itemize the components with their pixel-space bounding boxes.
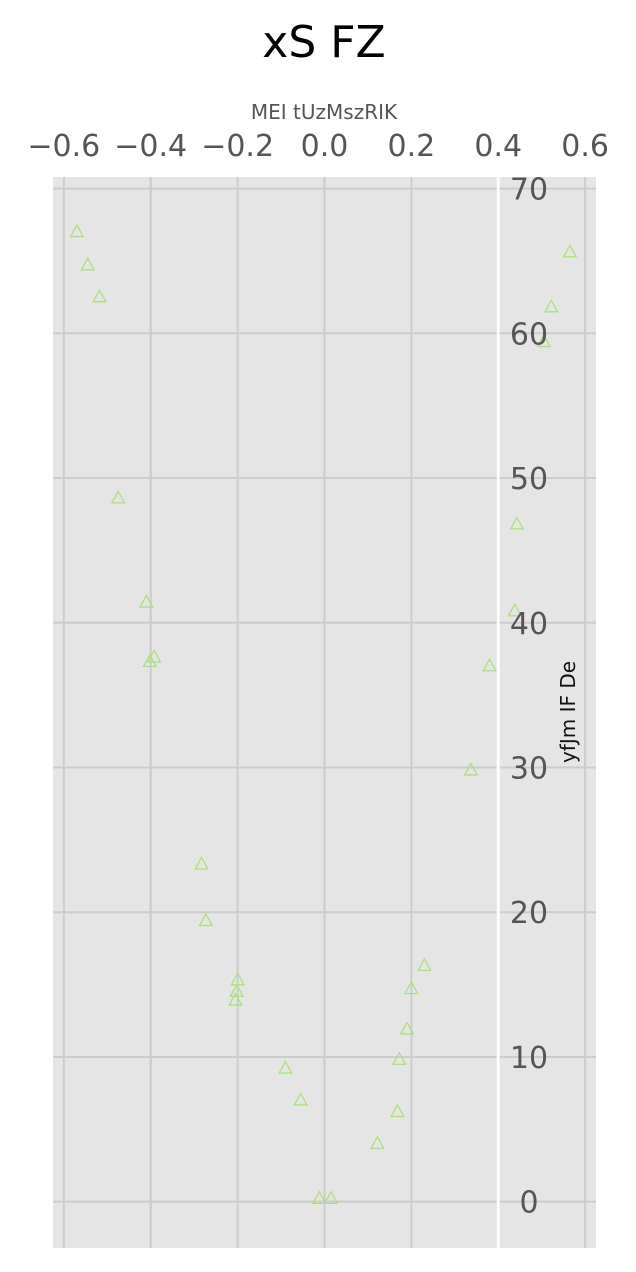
data-point-25	[509, 515, 525, 530]
data-point-22	[463, 762, 479, 776]
data-point-11	[228, 992, 243, 1006]
y-tick-label-6: 60	[510, 317, 548, 352]
grid-lines	[53, 177, 596, 1248]
x-tick-label-0: −0.6	[27, 129, 100, 164]
y-tick-label-1: 10	[510, 1041, 548, 1076]
data-point-1	[80, 256, 96, 271]
data-point-19	[399, 1021, 415, 1035]
x-tick-labels: −0.6 −0.4 −0.2 0.0 0.2 0.4 0.6	[27, 129, 609, 164]
y-tick-label-3: 30	[510, 751, 548, 786]
data-point-28	[562, 243, 578, 258]
y-tick-label-7: 70	[510, 173, 548, 208]
data-point-14	[311, 1190, 327, 1204]
data-point-9	[230, 971, 246, 986]
x-axis-label: MEI tUzMszRIK	[251, 100, 398, 124]
x-tick-label-1: −0.4	[114, 129, 187, 164]
y-tick-label-0: 0	[519, 1186, 538, 1221]
chart-title: xS FZ	[262, 17, 385, 68]
data-point-8	[198, 912, 214, 927]
y-tick-label-2: 20	[510, 896, 548, 931]
data-point-20	[403, 980, 419, 995]
data-point-18	[391, 1051, 407, 1066]
data-point-3	[110, 489, 126, 504]
x-tick-label-4: 0.2	[388, 129, 436, 164]
data-point-23	[482, 657, 497, 672]
data-point-17	[390, 1103, 405, 1118]
x-tick-label-2: −0.2	[201, 129, 274, 164]
data-point-12	[278, 1060, 293, 1074]
data-point-26	[536, 333, 552, 348]
data-point-4	[139, 594, 154, 608]
x-tick-label-3: 0.0	[301, 129, 349, 164]
y-axis-label: yfJm IF De	[556, 661, 580, 763]
x-tick-label-6: 0.6	[561, 129, 609, 164]
data-point-2	[92, 288, 107, 303]
data-point-13	[293, 1092, 309, 1106]
data-point-16	[370, 1135, 385, 1149]
y-tick-label-4: 40	[510, 607, 548, 642]
data-point-6	[142, 653, 158, 668]
data-point-15	[323, 1190, 339, 1204]
data-point-24	[507, 602, 523, 617]
x-tick-label-5: 0.4	[474, 129, 522, 164]
y-tick-labels: 0 10 20 30 40 50 60 70	[510, 173, 548, 1221]
data-points	[69, 223, 578, 1204]
y-tick-label-5: 50	[510, 462, 548, 497]
data-point-7	[194, 856, 209, 870]
data-point-0	[69, 223, 85, 238]
data-point-21	[417, 957, 432, 971]
data-point-27	[543, 298, 559, 313]
